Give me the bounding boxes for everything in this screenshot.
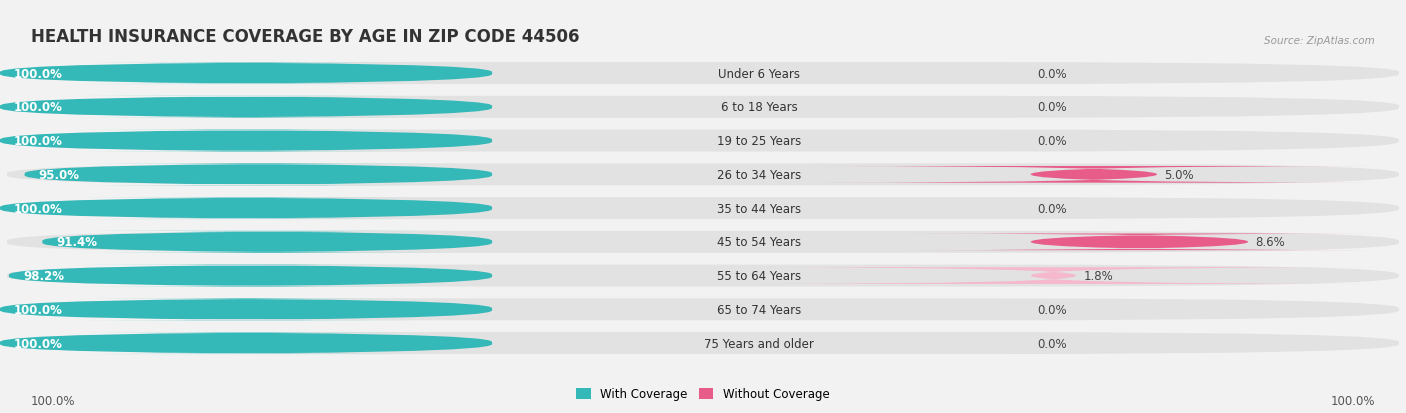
- Text: 98.2%: 98.2%: [22, 269, 63, 282]
- Text: 5.0%: 5.0%: [1164, 169, 1194, 181]
- FancyBboxPatch shape: [7, 299, 1399, 320]
- FancyBboxPatch shape: [7, 164, 1399, 186]
- Text: 75 Years and older: 75 Years and older: [704, 337, 814, 350]
- FancyBboxPatch shape: [0, 63, 492, 85]
- FancyBboxPatch shape: [7, 198, 1399, 219]
- Text: 26 to 34 Years: 26 to 34 Years: [717, 169, 801, 181]
- FancyBboxPatch shape: [0, 130, 492, 152]
- Text: 0.0%: 0.0%: [1038, 303, 1067, 316]
- Text: 100.0%: 100.0%: [14, 135, 63, 148]
- Text: 95.0%: 95.0%: [39, 169, 80, 181]
- FancyBboxPatch shape: [0, 198, 492, 219]
- Text: HEALTH INSURANCE COVERAGE BY AGE IN ZIP CODE 44506: HEALTH INSURANCE COVERAGE BY AGE IN ZIP …: [31, 28, 579, 45]
- Text: 65 to 74 Years: 65 to 74 Years: [717, 303, 801, 316]
- Text: 100.0%: 100.0%: [14, 101, 63, 114]
- FancyBboxPatch shape: [7, 231, 1399, 253]
- FancyBboxPatch shape: [810, 166, 1378, 183]
- Text: Source: ZipAtlas.com: Source: ZipAtlas.com: [1264, 36, 1375, 45]
- Text: 55 to 64 Years: 55 to 64 Years: [717, 269, 801, 282]
- FancyBboxPatch shape: [901, 234, 1378, 251]
- Text: 19 to 25 Years: 19 to 25 Years: [717, 135, 801, 148]
- FancyBboxPatch shape: [0, 332, 492, 354]
- Text: 8.6%: 8.6%: [1256, 236, 1285, 249]
- Text: 0.0%: 0.0%: [1038, 135, 1067, 148]
- Text: 0.0%: 0.0%: [1038, 337, 1067, 350]
- Text: 100.0%: 100.0%: [31, 394, 76, 407]
- Text: 0.0%: 0.0%: [1038, 67, 1067, 81]
- Text: 45 to 54 Years: 45 to 54 Years: [717, 236, 801, 249]
- FancyBboxPatch shape: [7, 332, 1399, 354]
- Text: 91.4%: 91.4%: [56, 236, 97, 249]
- FancyBboxPatch shape: [0, 299, 492, 320]
- Text: 100.0%: 100.0%: [14, 303, 63, 316]
- Text: Under 6 Years: Under 6 Years: [718, 67, 800, 81]
- FancyBboxPatch shape: [7, 265, 1399, 287]
- Legend: With Coverage, Without Coverage: With Coverage, Without Coverage: [572, 383, 834, 405]
- FancyBboxPatch shape: [8, 265, 492, 287]
- Text: 0.0%: 0.0%: [1038, 101, 1067, 114]
- FancyBboxPatch shape: [42, 231, 492, 253]
- FancyBboxPatch shape: [728, 268, 1378, 284]
- Text: 100.0%: 100.0%: [14, 67, 63, 81]
- Text: 6 to 18 Years: 6 to 18 Years: [721, 101, 797, 114]
- Text: 0.0%: 0.0%: [1038, 202, 1067, 215]
- Text: 35 to 44 Years: 35 to 44 Years: [717, 202, 801, 215]
- Text: 1.8%: 1.8%: [1083, 269, 1114, 282]
- FancyBboxPatch shape: [7, 97, 1399, 119]
- Text: 100.0%: 100.0%: [14, 337, 63, 350]
- FancyBboxPatch shape: [7, 63, 1399, 85]
- Text: 100.0%: 100.0%: [1330, 394, 1375, 407]
- FancyBboxPatch shape: [7, 130, 1399, 152]
- FancyBboxPatch shape: [0, 97, 492, 119]
- Text: 100.0%: 100.0%: [14, 202, 63, 215]
- FancyBboxPatch shape: [25, 164, 492, 186]
